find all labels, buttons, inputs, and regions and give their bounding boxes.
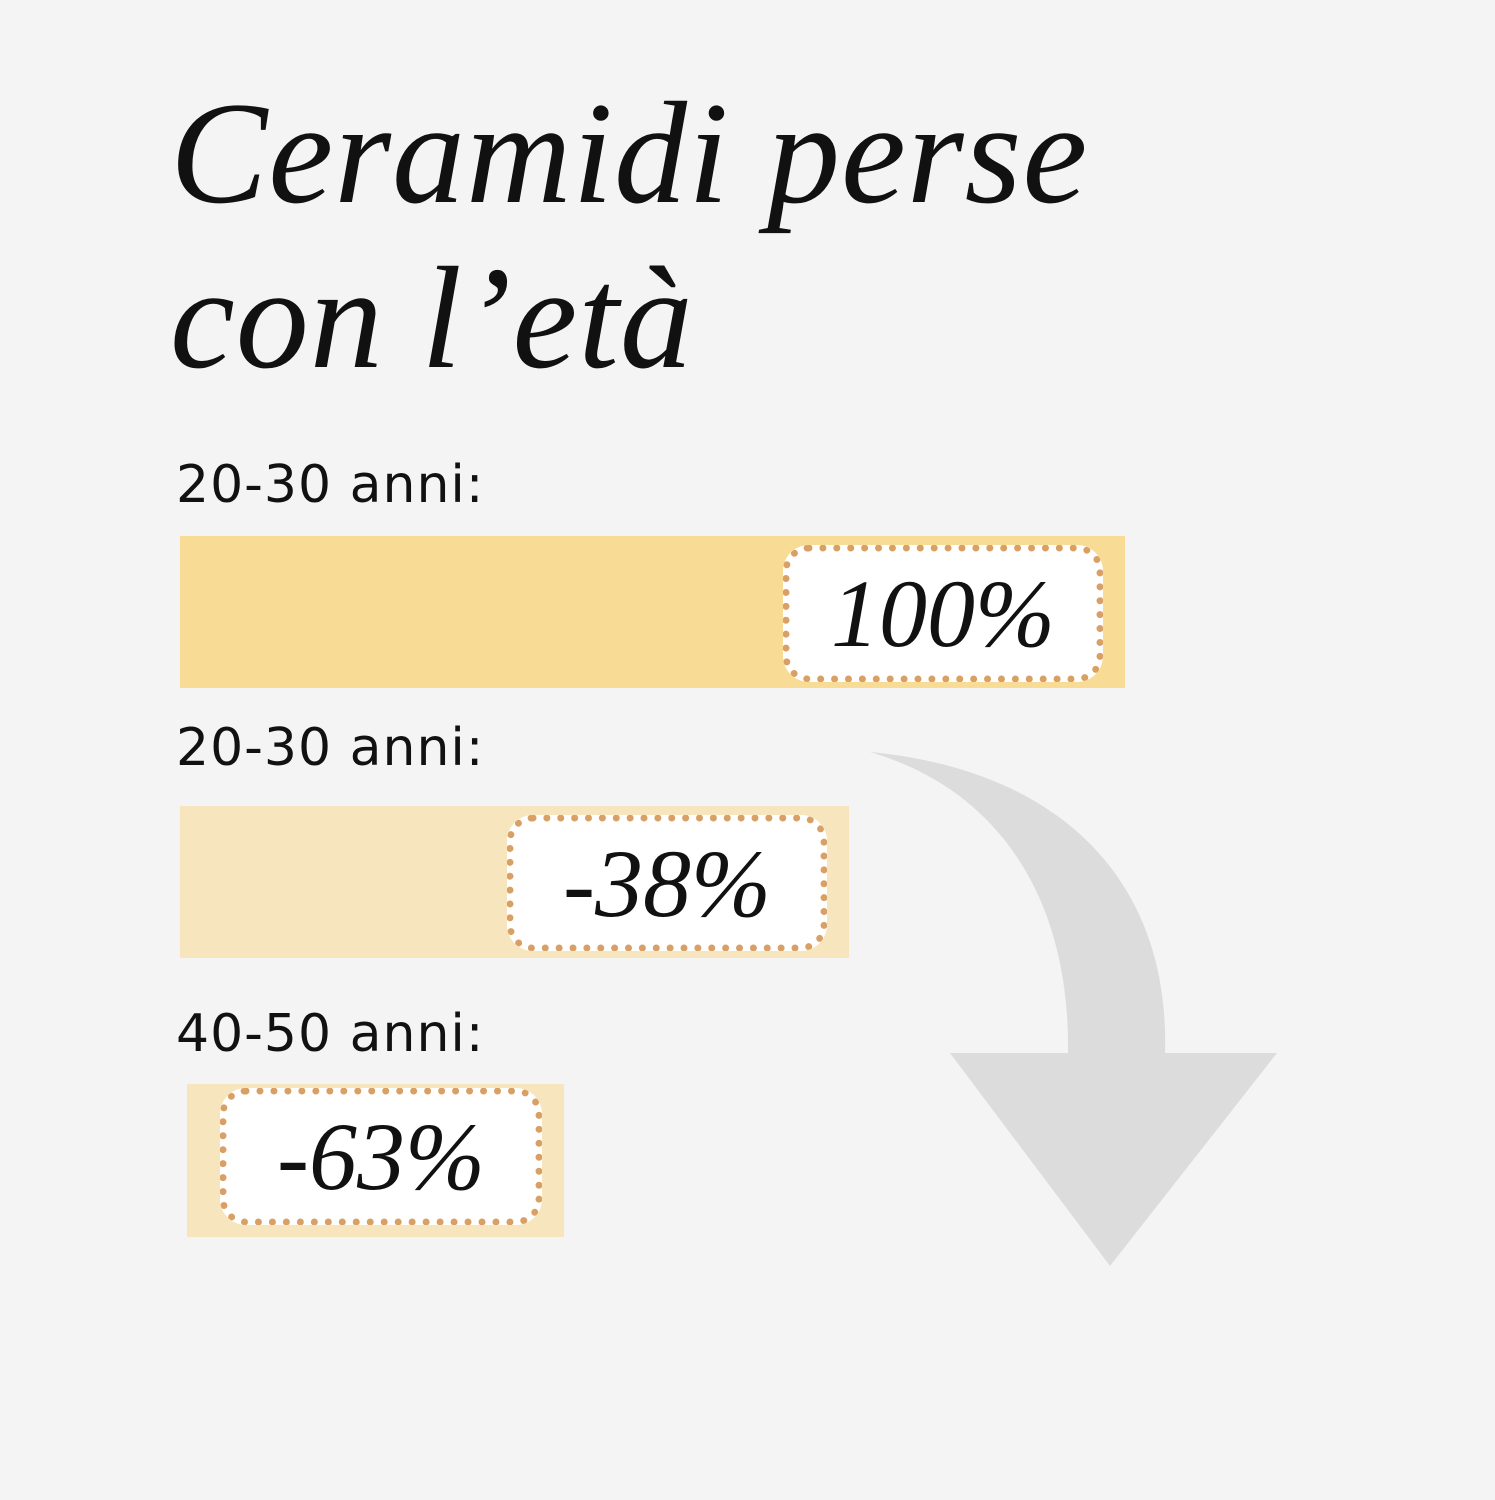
category-label-3: 40-50 anni: [176, 1004, 485, 1064]
data-label-3: -63% [220, 1088, 542, 1225]
arrow-head [950, 1053, 1277, 1266]
data-label-1: 100% [783, 545, 1103, 682]
data-label-2: -38% [507, 815, 827, 951]
arrow-shaft [870, 752, 1166, 1053]
title-line-1: Ceramidi perse [170, 72, 1089, 234]
title-line-2: con l’età [170, 237, 694, 399]
category-label-1: 20-30 anni: [176, 455, 485, 515]
category-label-2: 20-30 anni: [176, 718, 485, 778]
